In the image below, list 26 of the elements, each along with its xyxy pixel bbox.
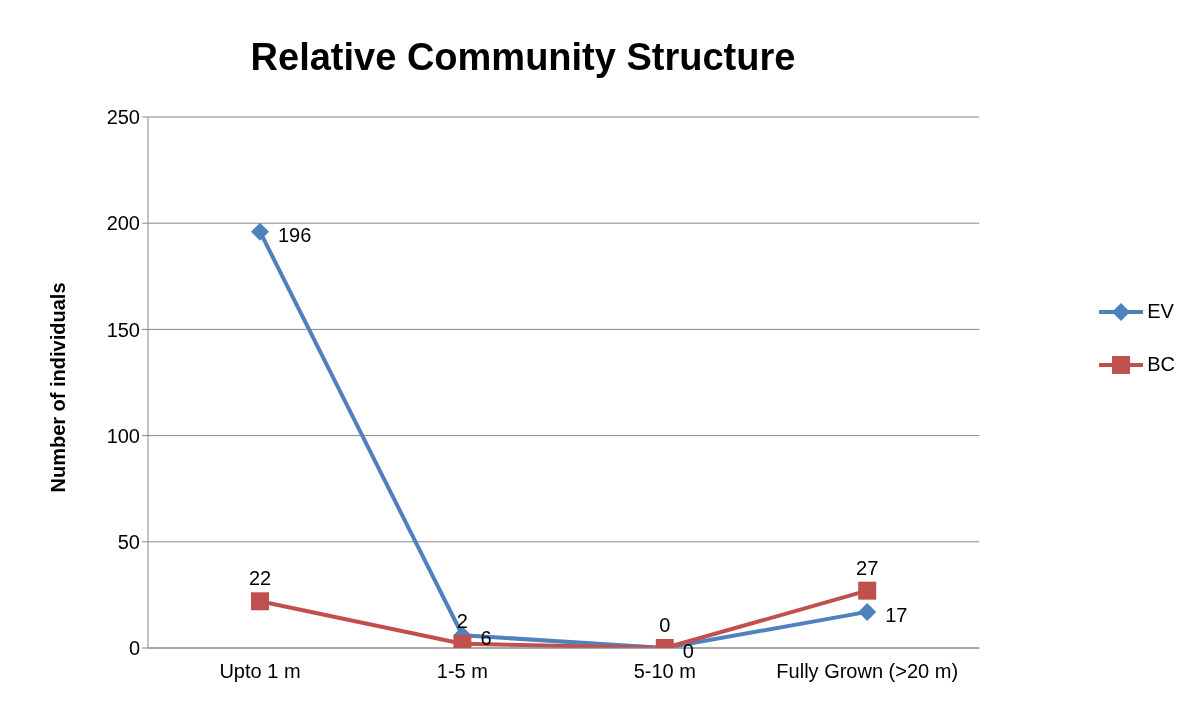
chart-title: Relative Community Structure bbox=[249, 36, 797, 79]
x-tick-label: Upto 1 m bbox=[219, 660, 301, 683]
x-tick-label: 1-5 m bbox=[436, 660, 488, 683]
legend-label: EV bbox=[1147, 300, 1174, 323]
y-tick-label: 150 bbox=[106, 318, 140, 341]
x-tick-label: 5-10 m bbox=[633, 660, 696, 683]
legend-label: BC bbox=[1147, 353, 1175, 376]
y-axis-title: Number of individuals bbox=[47, 282, 70, 493]
y-tick-label: 100 bbox=[106, 424, 140, 447]
y-tick-label: 0 bbox=[128, 637, 140, 660]
point bbox=[858, 581, 877, 600]
y-tick-label: 250 bbox=[106, 106, 140, 129]
point bbox=[858, 602, 877, 621]
data-label: 27 bbox=[856, 556, 879, 579]
y-tick-label: 50 bbox=[117, 530, 140, 553]
data-label: 0 bbox=[682, 640, 694, 662]
point bbox=[251, 222, 269, 241]
point bbox=[251, 592, 269, 611]
data-label: 17 bbox=[885, 603, 908, 626]
data-label: 196 bbox=[278, 223, 312, 246]
y-tick-label: 200 bbox=[106, 212, 140, 235]
x-tick-label: Fully Grown (>20 m) bbox=[776, 660, 959, 683]
data-label: 22 bbox=[248, 567, 272, 590]
data-label: 0 bbox=[659, 614, 671, 636]
data-label: 2 bbox=[456, 609, 468, 632]
data-label: 6 bbox=[480, 627, 492, 650]
